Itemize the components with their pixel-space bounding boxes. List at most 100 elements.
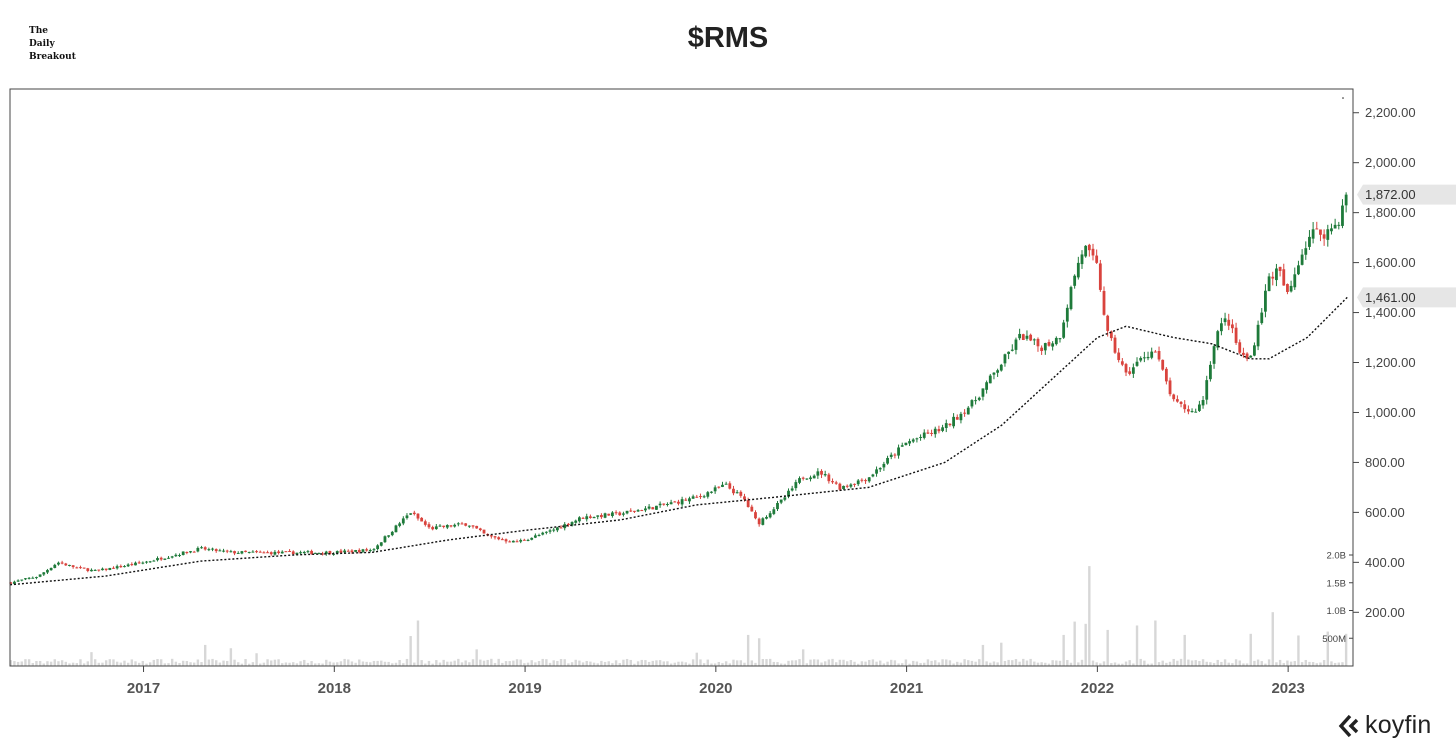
candle-body: [526, 539, 530, 541]
candle-body: [838, 483, 842, 490]
volume-tick-label: 500M: [1322, 634, 1346, 645]
candle-body: [515, 541, 519, 543]
candle-body: [156, 558, 159, 561]
volume-bar: [237, 662, 240, 666]
candle-body: [1036, 338, 1040, 347]
candle-body: [695, 496, 699, 498]
volume-bar: [244, 659, 247, 666]
candle-body: [743, 496, 746, 500]
volume-bar: [735, 660, 739, 666]
volume-bar: [1330, 661, 1333, 666]
volume-bar: [1319, 662, 1322, 666]
volume-bar: [765, 659, 768, 666]
candle-body: [937, 429, 941, 432]
candle-body: [655, 505, 658, 510]
volume-bar: [853, 661, 856, 666]
candle-body: [658, 503, 662, 506]
volume-bar: [1110, 663, 1113, 666]
candle-body: [97, 569, 101, 571]
volume-bar: [644, 660, 647, 666]
candle-body: [522, 539, 526, 541]
candle-body: [438, 525, 442, 527]
candle-body: [820, 470, 823, 475]
volume-bar: [857, 663, 860, 666]
candle-body: [871, 474, 875, 477]
volume-bar: [1073, 621, 1076, 666]
candle-body: [834, 482, 838, 484]
volume-bar: [211, 658, 214, 666]
volume-bar: [306, 662, 310, 666]
candle-body: [383, 536, 387, 543]
volume-bar: [772, 661, 776, 666]
volume-bar: [321, 663, 324, 666]
volume-bar: [189, 662, 192, 666]
candle-body: [68, 564, 71, 566]
candle-body: [350, 550, 354, 553]
volume-bar: [490, 658, 493, 666]
volume-bar: [567, 663, 570, 666]
volume-bar: [270, 660, 273, 666]
volume-bar: [1091, 660, 1095, 666]
volume-bar: [31, 663, 34, 666]
volume-bar: [875, 661, 878, 666]
candle-body: [713, 487, 717, 492]
volume-bar: [372, 660, 376, 666]
candle-body: [1282, 269, 1286, 286]
candle-body: [9, 582, 13, 584]
candle-body: [214, 549, 218, 552]
candle-body: [1168, 380, 1172, 395]
candle-body: [966, 407, 970, 415]
volume-bar: [831, 658, 834, 666]
candle-body: [926, 432, 930, 434]
volume-bar: [794, 660, 798, 666]
volume-bar: [16, 661, 20, 666]
volume-bar: [834, 662, 838, 666]
candle-body: [288, 550, 291, 552]
volume-bar: [284, 662, 288, 666]
volume-bar: [218, 662, 222, 666]
volume-bar: [1003, 660, 1007, 666]
volume-bar: [886, 661, 889, 666]
candle-body: [776, 502, 779, 510]
volume-bar: [1139, 658, 1142, 666]
candle-body: [754, 512, 757, 519]
volume-bar: [787, 660, 790, 666]
volume-bar: [897, 663, 900, 666]
candle-body: [475, 525, 479, 529]
volume-bar: [482, 660, 486, 666]
volume-bar: [295, 663, 299, 666]
candle-body: [1238, 342, 1242, 353]
volume-bar: [358, 659, 361, 666]
volume-bar: [750, 660, 754, 666]
candle-body: [537, 535, 541, 537]
volume-tick-label: 1.0B: [1326, 606, 1346, 617]
price-tick-label: 200.00: [1365, 605, 1405, 620]
koyfin-logo-text: koyfin: [1365, 711, 1432, 739]
candle-body: [1157, 350, 1161, 360]
candle-body: [420, 517, 424, 522]
candle-body: [585, 516, 589, 520]
candle-body: [434, 526, 438, 530]
candle-body: [445, 525, 449, 528]
volume-bar: [688, 663, 691, 666]
candle-body: [42, 572, 46, 575]
candle-body: [985, 382, 989, 390]
candle-body: [644, 508, 647, 511]
volume-bar: [1117, 663, 1120, 666]
volume-bar: [1333, 662, 1337, 666]
candle-body: [409, 513, 413, 515]
candle-body: [640, 510, 644, 512]
volume-bar: [350, 661, 354, 666]
candle-body: [721, 484, 724, 487]
candle-body: [1267, 276, 1271, 292]
candle-body: [827, 474, 831, 482]
volume-bar: [1029, 658, 1032, 666]
volume-bar: [159, 659, 163, 666]
volume-bar: [614, 660, 618, 666]
candle-body: [864, 480, 867, 482]
candle-body: [889, 454, 893, 457]
volume-bar: [702, 663, 706, 666]
brand-line-1: The: [29, 26, 48, 36]
volume-bar: [1194, 660, 1197, 666]
